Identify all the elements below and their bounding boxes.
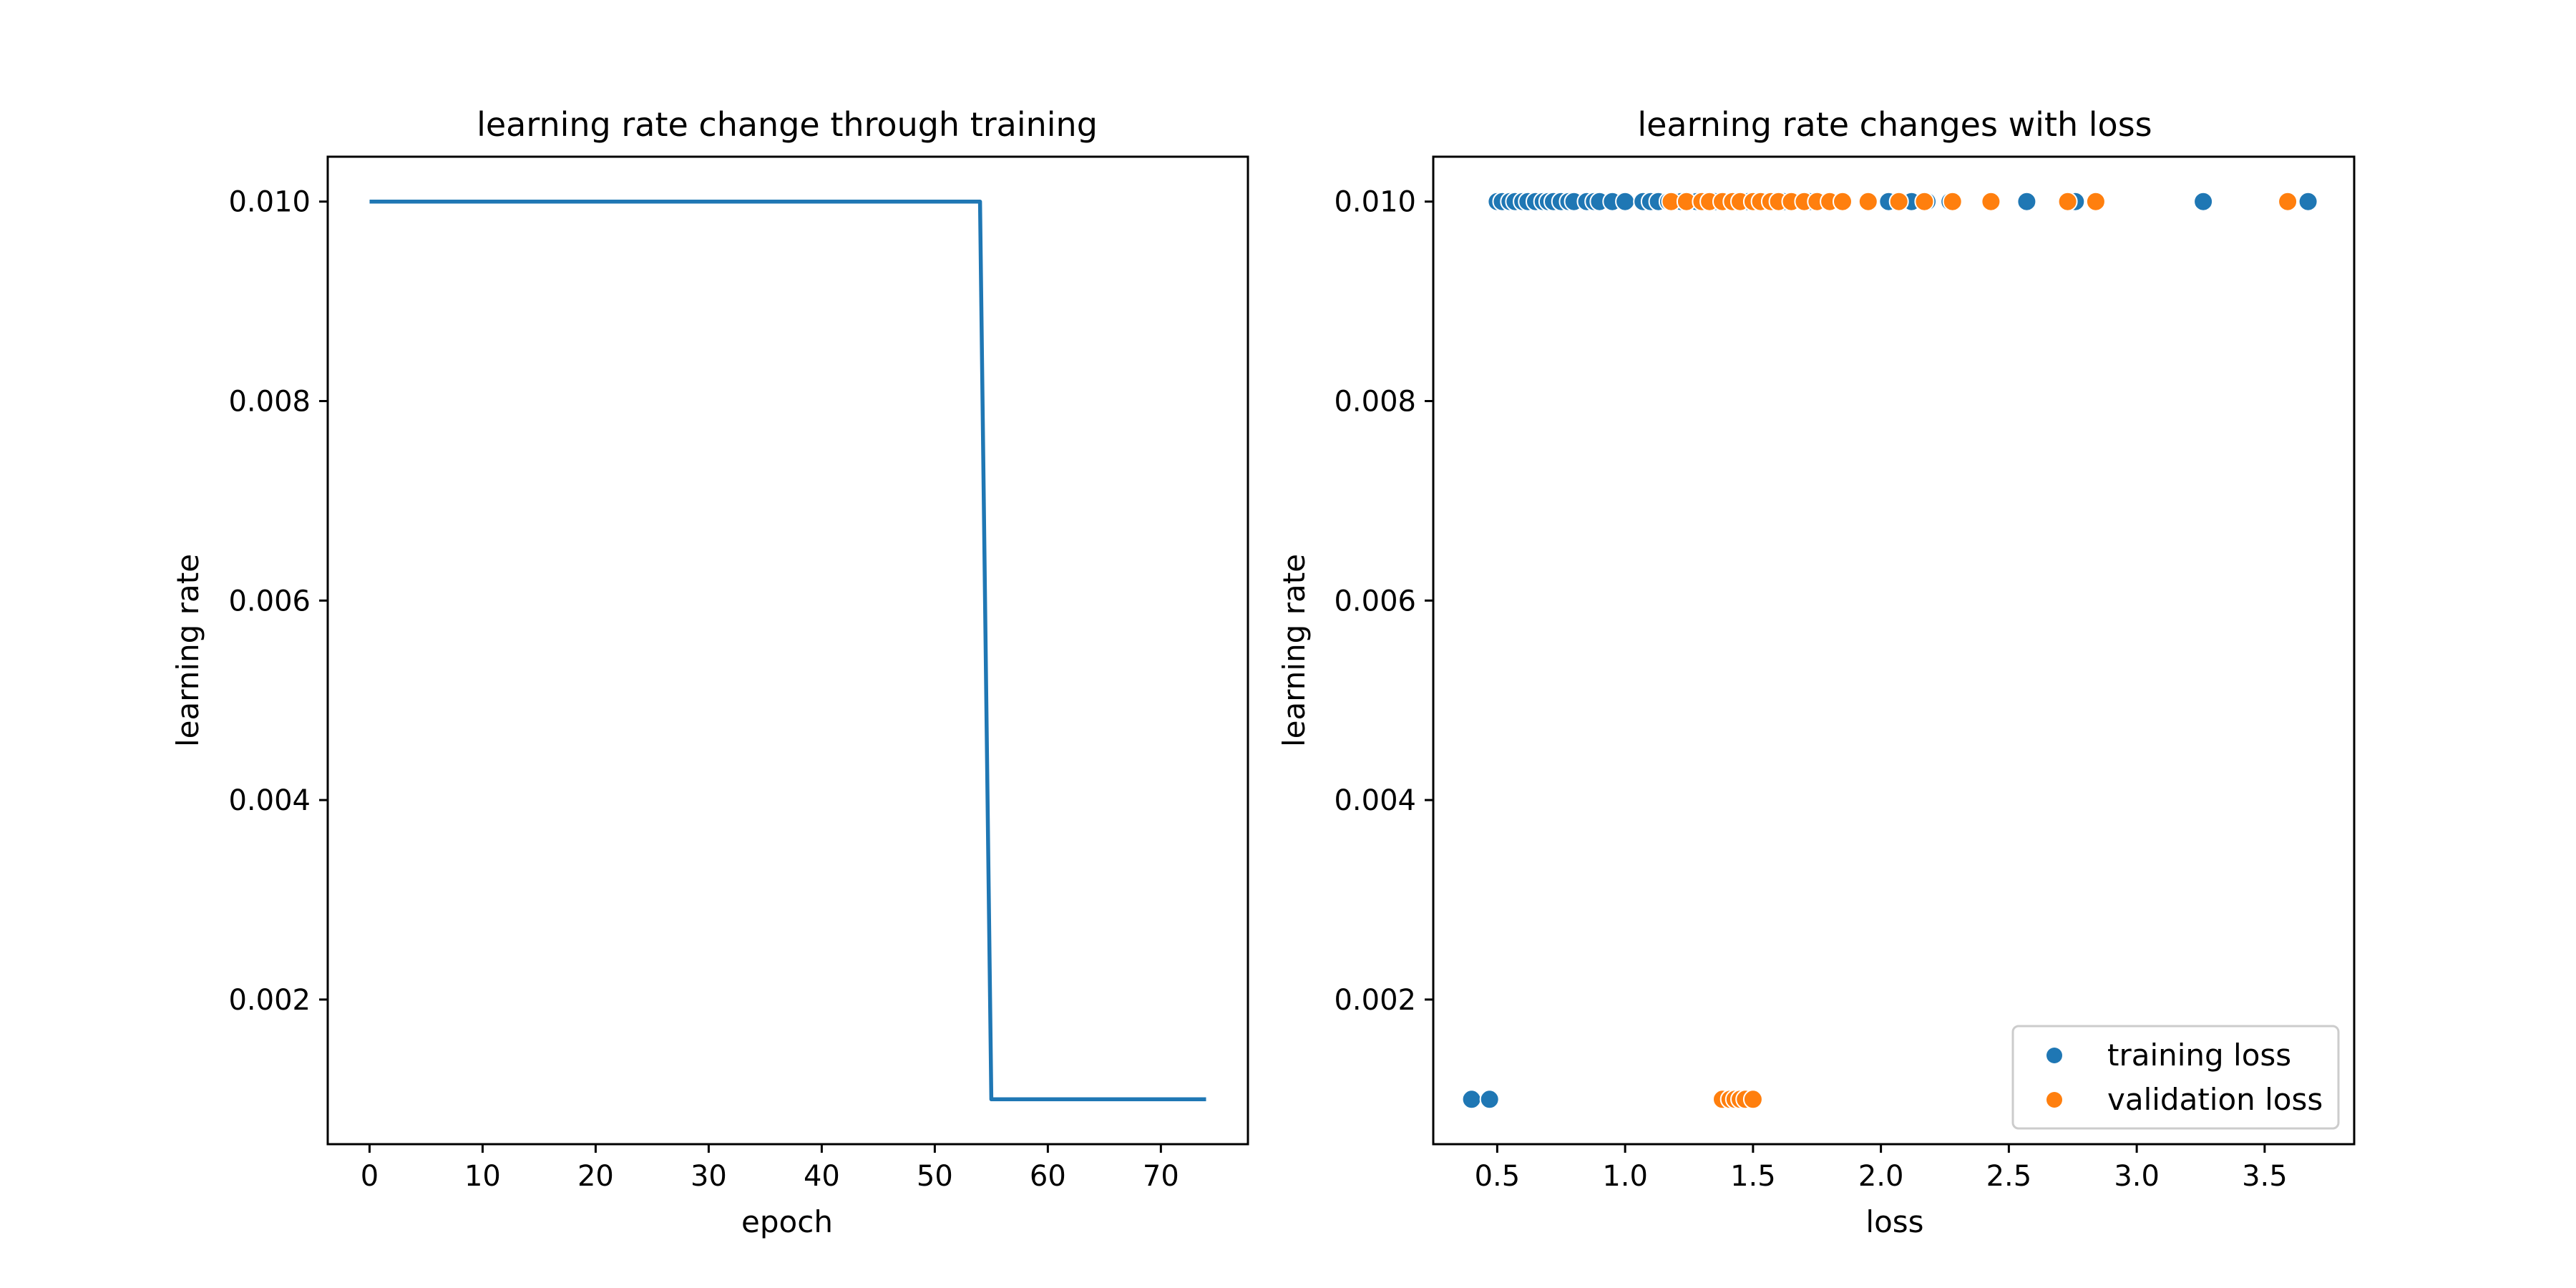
scatter-point [1479,1089,1500,1110]
line-chart-x-tick-label: 20 [577,1160,614,1193]
scatter-chart-marks [1461,191,2318,1110]
scatter-chart-y-tick-label: 0.008 [1334,386,1416,419]
scatter-chart-y-label: learning rate [1277,554,1312,747]
learning-rate-line [369,199,1206,1102]
line-chart-x-tick-label: 60 [1030,1160,1066,1193]
line-chart-y-tick-label: 0.010 [228,186,311,219]
scatter-point [2278,191,2298,212]
legend: training loss validation loss [2011,1025,2340,1130]
line-chart-y-tick-label: 0.002 [228,984,311,1017]
scatter-point [1833,191,1853,212]
legend-marker-validation-loss [2046,1092,2062,1108]
scatter-chart-x-tick-label: 2.5 [1986,1160,2032,1193]
line-chart-x-ticks: 0 10 20 30 40 50 60 70 [361,1144,1179,1193]
scatter-chart-y-tick-label: 0.006 [1334,585,1416,618]
legend-marker-training-loss [2046,1048,2062,1063]
scatter-chart-title: learning rate changes with loss [1637,105,2152,144]
scatter-chart-x-label: loss [1865,1204,1923,1239]
scatter-point [1888,191,1909,212]
scatter-chart-y-ticks: 0.002 0.004 0.006 0.008 0.010 [1334,186,1433,1017]
scatter-point [1981,191,2001,212]
scatter-chart-x-tick-label: 1.5 [1730,1160,1776,1193]
scatter-point [1461,1089,1482,1110]
scatter-chart-x-tick-label: 0.5 [1475,1160,1521,1193]
line-chart-marks [369,199,1206,1102]
line-chart-x-tick-label: 70 [1143,1160,1179,1193]
scatter-point [1942,191,1963,212]
scatter-point [2085,191,2106,212]
scatter-point [1914,191,1935,212]
line-chart-y-label: learning rate [170,554,205,747]
scatter-chart-y-tick-label: 0.004 [1334,784,1416,817]
scatter-chart-x-ticks: 0.5 1.0 1.5 2.0 2.5 3.0 3.5 [1475,1144,2288,1193]
scatter-point [2016,191,2037,212]
scatter-point [2057,191,2078,212]
line-chart-x-label: epoch [741,1204,833,1239]
line-chart-x-tick-label: 40 [804,1160,840,1193]
line-chart: learning rate change through training 0 1… [170,105,1249,1239]
legend-box [2011,1025,2340,1130]
line-chart-frame [326,155,1249,1146]
scatter-chart-y-tick-label: 0.010 [1334,186,1416,219]
scatter-series-training-loss [1461,191,2318,1110]
scatter-chart-x-tick-label: 3.5 [2242,1160,2288,1193]
line-chart-x-tick-label: 10 [464,1160,501,1193]
line-chart-y-ticks: 0.002 0.004 0.006 0.008 0.010 [228,186,328,1017]
scatter-point [2193,191,2214,212]
scatter-series-validation-loss [1661,191,2298,1110]
line-chart-title: learning rate change through training [477,105,1098,144]
legend-label-validation-loss: validation loss [2107,1082,2323,1117]
scatter-chart-y-tick-label: 0.002 [1334,984,1416,1017]
line-chart-y-tick-label: 0.006 [228,585,311,618]
scatter-point [2298,191,2318,212]
legend-label-training-loss: training loss [2107,1038,2291,1073]
scatter-point [1742,1089,1763,1110]
scatter-point [1615,191,1636,212]
line-chart-y-tick-label: 0.004 [228,784,311,817]
scatter-chart: learning rate changes with loss 0.5 1.0 1.… [1277,105,2356,1239]
line-chart-x-tick-label: 50 [917,1160,953,1193]
line-chart-x-tick-label: 0 [361,1160,379,1193]
line-chart-y-tick-label: 0.008 [228,386,311,419]
scatter-chart-frame [1432,155,2356,1146]
scatter-chart-x-tick-label: 3.0 [2114,1160,2160,1193]
scatter-chart-x-tick-label: 1.0 [1602,1160,1648,1193]
scatter-point [1858,191,1878,212]
line-chart-x-tick-label: 30 [691,1160,727,1193]
scatter-chart-x-tick-label: 2.0 [1858,1160,1904,1193]
